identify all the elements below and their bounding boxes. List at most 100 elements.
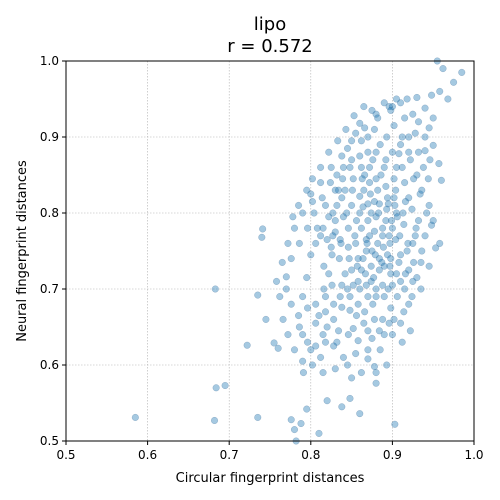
data-point — [380, 262, 388, 270]
data-point — [432, 244, 440, 252]
data-point — [388, 148, 396, 156]
data-point — [414, 148, 423, 156]
data-point — [435, 160, 443, 168]
data-point — [258, 233, 266, 241]
data-point — [429, 114, 437, 122]
data-point — [364, 217, 372, 225]
data-point — [374, 114, 382, 122]
data-point — [352, 350, 360, 358]
data-point — [318, 194, 326, 202]
data-point — [278, 258, 286, 266]
data-point — [421, 232, 429, 240]
data-point — [326, 179, 334, 187]
data-point — [380, 163, 388, 171]
data-point — [333, 338, 341, 346]
data-point — [287, 416, 295, 424]
data-point — [270, 339, 278, 347]
data-point — [426, 156, 434, 164]
data-point — [437, 176, 445, 184]
data-point — [295, 239, 303, 247]
data-point — [323, 397, 331, 405]
data-point — [325, 213, 333, 221]
data-point — [287, 255, 295, 263]
data-point — [374, 186, 382, 194]
data-point — [439, 65, 447, 73]
data-point — [343, 209, 351, 217]
data-point — [348, 374, 356, 382]
data-point — [331, 228, 339, 236]
data-point — [329, 232, 337, 240]
data-point — [385, 103, 393, 111]
data-point — [354, 277, 362, 285]
data-point — [450, 78, 458, 86]
data-point — [411, 129, 419, 137]
data-point — [331, 186, 339, 194]
data-point — [418, 247, 426, 255]
data-point — [383, 194, 392, 202]
data-point — [287, 300, 295, 308]
data-point — [408, 293, 416, 301]
data-point — [405, 148, 413, 156]
data-point — [307, 190, 315, 198]
data-point — [319, 331, 327, 339]
data-point — [388, 281, 396, 289]
data-point — [382, 182, 390, 190]
data-point — [210, 416, 219, 425]
data-point — [377, 171, 385, 179]
data-point — [299, 357, 307, 365]
data-point — [372, 148, 380, 156]
data-point — [372, 175, 380, 183]
data-point — [357, 224, 365, 232]
data-point — [397, 141, 405, 149]
data-point — [354, 337, 362, 345]
data-point — [290, 224, 299, 232]
data-point — [399, 209, 407, 217]
data-point — [366, 179, 374, 187]
data-point — [321, 201, 330, 209]
data-point — [379, 281, 387, 289]
data-point — [262, 315, 270, 323]
data-point — [323, 236, 331, 244]
data-point — [328, 281, 336, 289]
data-point — [372, 285, 380, 293]
data-point — [370, 315, 379, 323]
data-point — [401, 179, 409, 187]
data-point — [357, 163, 365, 171]
data-point — [343, 144, 352, 152]
data-point — [364, 293, 372, 301]
data-point — [362, 236, 370, 244]
data-point — [315, 429, 323, 437]
data-point — [410, 258, 418, 266]
data-point — [424, 175, 432, 183]
data-point — [352, 312, 361, 320]
x-tick-label: 0.7 — [220, 448, 239, 462]
data-point — [409, 110, 417, 118]
data-point — [390, 194, 398, 202]
data-point — [336, 236, 344, 244]
grid — [65, 60, 475, 442]
data-point — [458, 68, 466, 76]
data-point — [337, 239, 345, 247]
data-point — [356, 119, 364, 127]
data-point — [358, 175, 366, 183]
data-point — [392, 163, 401, 171]
data-point — [360, 319, 368, 327]
data-point — [356, 209, 364, 217]
y-tick-label: 0.8 — [40, 206, 59, 220]
data-point — [338, 281, 346, 289]
data-point — [299, 209, 307, 217]
data-point — [299, 331, 307, 339]
data-point — [344, 243, 352, 251]
data-point — [393, 213, 401, 221]
data-point — [428, 91, 436, 99]
data-point — [409, 239, 417, 247]
data-point — [403, 95, 411, 103]
data-point — [342, 125, 350, 133]
data-point — [369, 156, 377, 164]
data-point — [356, 152, 364, 160]
data-point — [436, 87, 444, 95]
data-point — [339, 213, 347, 221]
data-point — [404, 239, 412, 247]
data-point — [362, 247, 370, 255]
data-point — [400, 308, 408, 316]
